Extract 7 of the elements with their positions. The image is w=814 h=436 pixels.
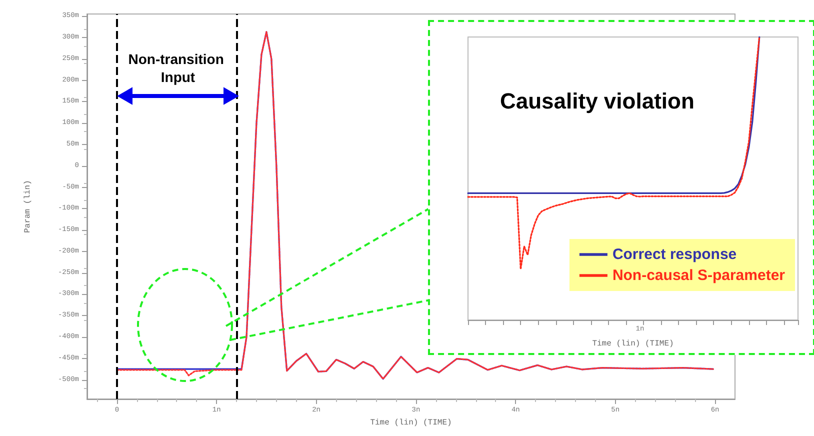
annotation: Non-transition Input: [128, 51, 228, 85]
annotation: Causality violation: [500, 88, 694, 114]
y-axis-title: Param (lin): [24, 180, 32, 233]
x-axis-title: Time (lin) (TIME): [370, 418, 452, 428]
x-axis-title: Time (lin) (TIME): [592, 340, 674, 348]
legend-label: Non-causal S-parameter: [612, 267, 786, 284]
legend-label: Correct response: [612, 246, 737, 263]
